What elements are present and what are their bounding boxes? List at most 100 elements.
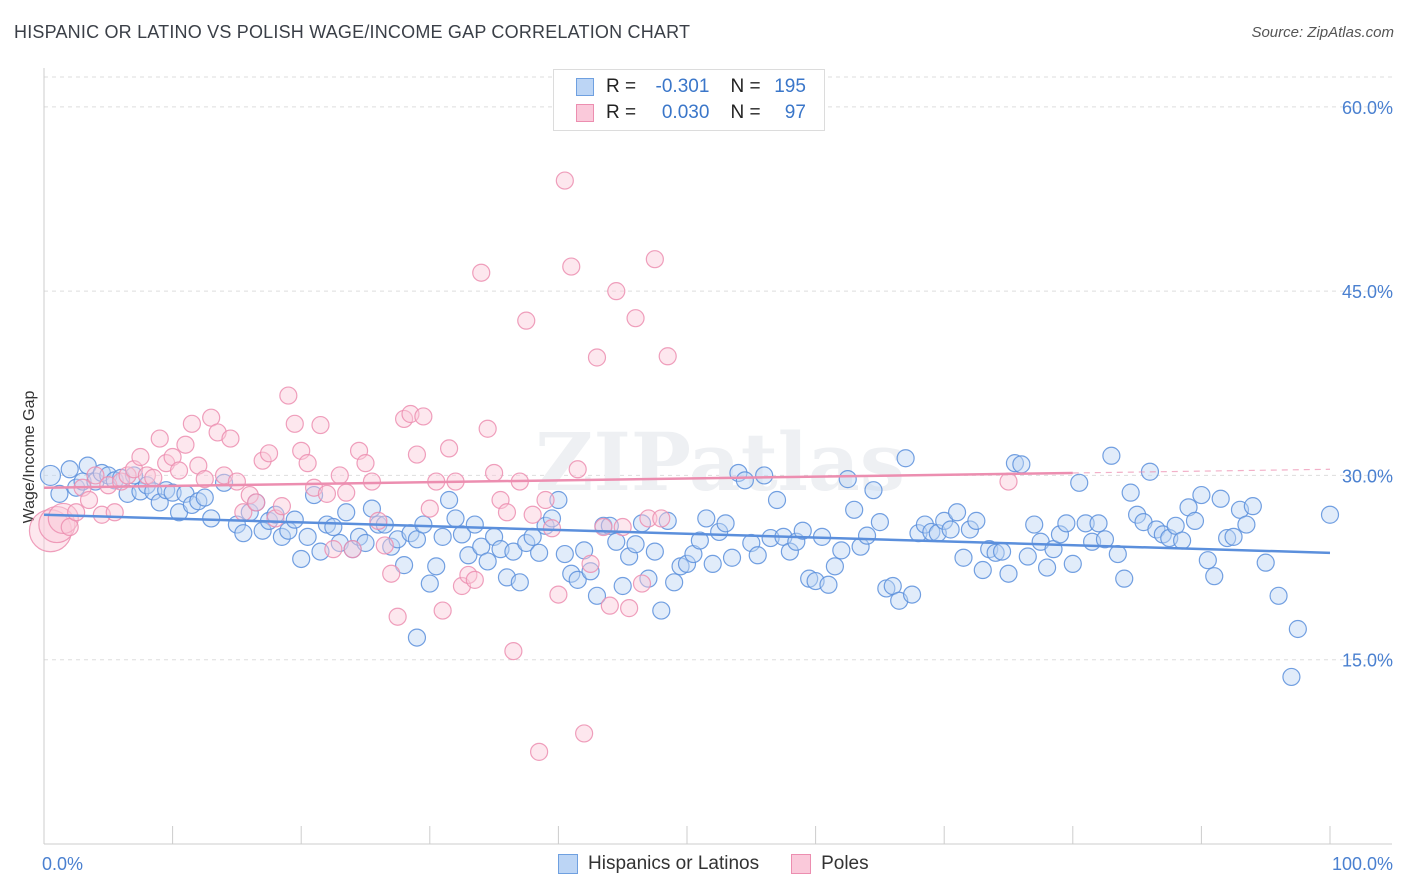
hispanic-point — [947, 503, 967, 522]
legend-item-hispanic[interactable]: Hispanics or Latinos — [558, 853, 759, 875]
hispanic-point — [1269, 586, 1288, 605]
poles-point — [542, 519, 562, 538]
r-label: R = — [606, 102, 637, 123]
hispanic-point — [549, 490, 568, 510]
hispanic-point — [465, 515, 484, 534]
hispanic-point — [542, 509, 562, 528]
hispanic-point — [446, 509, 465, 528]
poles-point — [594, 517, 613, 537]
hispanic-point — [1050, 525, 1070, 544]
poles-point — [311, 415, 330, 435]
hispanic-point — [581, 562, 600, 581]
hispanic-point — [600, 516, 619, 535]
poles-point — [632, 574, 652, 593]
hispanic-point — [902, 585, 922, 604]
hispanic-point — [382, 537, 401, 556]
n-value: 195 — [774, 76, 806, 97]
hispanic-point — [748, 546, 767, 565]
poles-point — [240, 485, 259, 505]
legend-item-poles[interactable]: Poles — [791, 853, 869, 875]
hispanic-point — [1070, 473, 1089, 492]
hispanic-point — [1095, 530, 1115, 549]
hispanic-point — [1005, 454, 1025, 473]
r-value: -0.301 — [655, 76, 710, 97]
poles-point — [607, 282, 626, 301]
hispanic-point — [459, 546, 478, 565]
poles-point — [247, 493, 266, 512]
y-tick-label: 15.0% — [1342, 651, 1393, 671]
poles-point — [465, 570, 484, 589]
hispanic-point — [1089, 514, 1108, 533]
hispanic-point — [697, 509, 716, 528]
poles-point — [420, 499, 439, 518]
y-axis-label: Wage/Income Gap — [21, 391, 38, 524]
hispanic-point — [1063, 554, 1082, 573]
poles-point — [478, 419, 497, 438]
poles-point — [639, 509, 658, 528]
hispanic-point — [234, 524, 253, 543]
hispanic-point — [755, 466, 774, 485]
hispanic-point — [722, 548, 742, 567]
hispanic-point — [652, 601, 671, 620]
hispanic-point — [78, 456, 97, 475]
hispanic-point — [163, 483, 182, 502]
hispanic-point — [50, 484, 69, 503]
poles-point — [530, 742, 549, 761]
poles-trend-line — [43, 471, 1073, 489]
poles-point — [169, 461, 189, 480]
hispanic-point — [1108, 544, 1127, 564]
hispanic-point — [510, 573, 529, 592]
poles-point — [439, 439, 459, 458]
hispanic-point — [555, 544, 574, 564]
hispanic-point — [1282, 667, 1301, 687]
n-label: N = — [730, 102, 761, 123]
hispanic-point — [324, 517, 343, 537]
r-value: 0.030 — [661, 102, 710, 123]
hispanic-point — [1173, 531, 1192, 550]
hispanic-point — [819, 575, 838, 594]
poles-point — [504, 642, 523, 661]
hispanic-point — [1205, 567, 1224, 586]
hispanic-point — [767, 490, 787, 510]
chart-title: HISPANIC OR LATINO VS POLISH WAGE/INCOME… — [14, 22, 691, 42]
poles-point — [369, 511, 388, 530]
hispanic-point — [992, 542, 1012, 561]
hispanic-point — [1218, 528, 1237, 548]
hispanic-point — [60, 460, 79, 479]
hispanic-point — [1115, 569, 1134, 588]
hispanic-point — [896, 449, 915, 468]
legend-label-hispanic: Hispanics or Latinos — [588, 853, 760, 874]
hispanic-point — [1237, 515, 1256, 534]
poles-point — [587, 348, 607, 367]
hispanic-point — [1037, 558, 1057, 577]
poles-point — [600, 596, 619, 615]
hispanic-point — [857, 526, 877, 545]
poles-point — [536, 490, 555, 510]
poles-point — [144, 468, 163, 487]
hispanic-point — [478, 552, 497, 571]
y-tick-label: 30.0% — [1342, 466, 1393, 486]
poles-point — [221, 429, 240, 448]
poles-point — [620, 599, 639, 618]
poles-legend-swatch — [791, 854, 812, 874]
poles-point — [330, 466, 349, 485]
n-value: 97 — [784, 102, 806, 123]
stats-legend: R = -0.301 N = 195 R = 0.030 N = 97 — [553, 69, 825, 131]
poles-swatch — [576, 104, 594, 122]
hispanic-point — [986, 543, 1005, 562]
poles-point — [375, 536, 394, 555]
hispanic-point — [1012, 455, 1031, 474]
hispanic-point — [214, 473, 234, 492]
hispanic-point — [407, 628, 427, 647]
watermark: ZIPatlas — [535, 415, 905, 509]
poles-point — [279, 386, 298, 405]
hispanic-point — [530, 543, 549, 562]
source-label: Source: ZipAtlas.com — [1251, 24, 1394, 41]
poles-point — [658, 347, 677, 366]
hispanic-point — [337, 503, 356, 522]
poles-point — [362, 472, 382, 491]
poles-point — [414, 407, 433, 426]
hispanic-point — [999, 564, 1018, 583]
legend-label-poles: Poles — [821, 853, 869, 874]
x-tick-label: 0.0% — [42, 854, 83, 874]
